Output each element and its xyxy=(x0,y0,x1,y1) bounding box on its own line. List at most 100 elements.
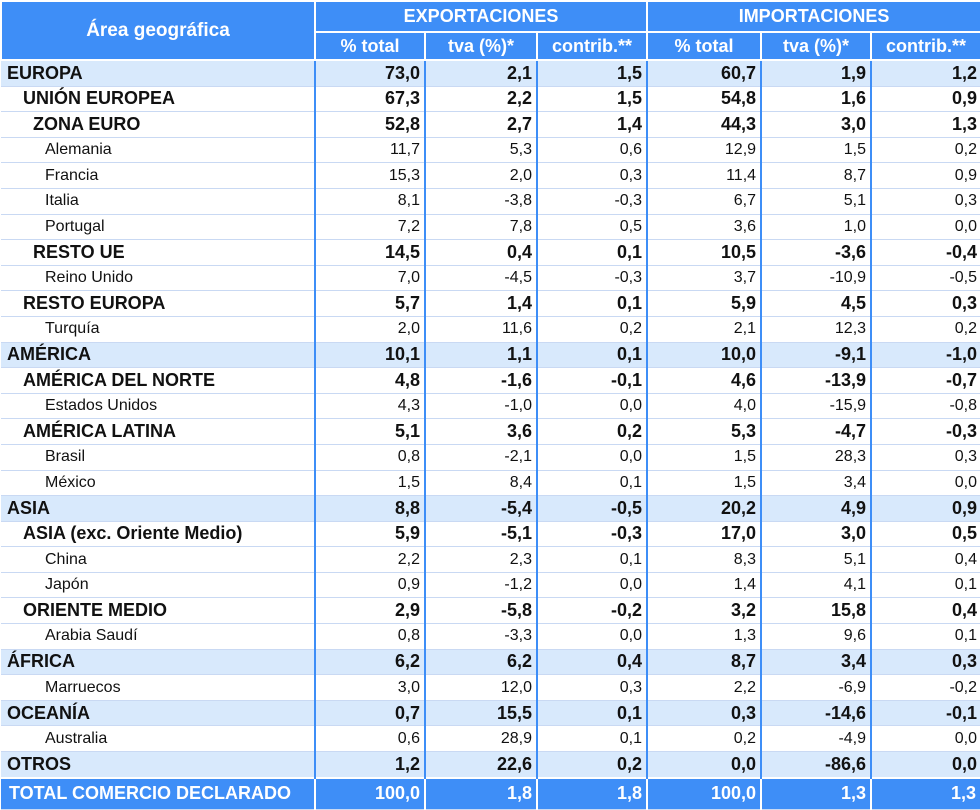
cell-exp-contrib: 0,4 xyxy=(537,648,649,676)
table-row: China 2,2 2,3 0,1 8,3 5,1 0,4 xyxy=(1,546,980,573)
total-exp-contrib: 1,8 xyxy=(537,776,649,810)
area-name: ASIA xyxy=(1,495,316,522)
cell-imp-pct: 10,0 xyxy=(647,341,763,369)
cell-imp-tva: 15,8 xyxy=(761,597,873,625)
cell-imp-tva: -4,9 xyxy=(761,725,873,753)
cell-imp-pct: 54,8 xyxy=(647,86,763,113)
cell-exp-tva: 1,4 xyxy=(425,290,538,317)
cell-exp-pct: 5,1 xyxy=(315,418,426,445)
cell-exp-pct: 52,8 xyxy=(315,111,426,138)
area-name: Alemania xyxy=(1,137,316,164)
table-row: AMÉRICA DEL NORTE 4,8 -1,6 -0,1 4,6 -13,9 -0,7 xyxy=(1,367,980,394)
cell-imp-contrib: 0,0 xyxy=(871,214,980,241)
cell-exp-tva: -5,1 xyxy=(425,521,538,548)
cell-exp-tva: -1,6 xyxy=(425,367,538,394)
col-header-imp-tva: tva (%)* xyxy=(760,31,873,61)
region-row: EUROPA 73,0 2,1 1,5 60,7 1,9 1,2 xyxy=(1,59,980,87)
cell-exp-pct: 0,9 xyxy=(315,572,426,599)
cell-exp-tva: 2,3 xyxy=(425,546,538,573)
cell-imp-contrib: 0,0 xyxy=(871,470,980,497)
cell-imp-pct: 8,3 xyxy=(647,546,763,573)
cell-imp-pct: 10,5 xyxy=(647,239,763,266)
cell-imp-contrib: 0,3 xyxy=(871,444,980,471)
cell-exp-pct: 8,1 xyxy=(315,188,426,215)
cell-exp-pct: 3,0 xyxy=(315,674,426,701)
cell-imp-tva: 3,0 xyxy=(761,521,873,548)
cell-imp-tva: -4,7 xyxy=(761,418,873,445)
cell-imp-contrib: 1,2 xyxy=(871,59,980,87)
area-name: Francia xyxy=(1,162,316,189)
table-row: ASIA (exc. Oriente Medio) 5,9 -5,1 -0,3 17,0… xyxy=(1,521,980,548)
area-name: ZONA EURO xyxy=(1,111,316,138)
cell-imp-pct: 5,3 xyxy=(647,418,763,445)
cell-exp-tva: -1,0 xyxy=(425,393,538,420)
cell-exp-tva: 1,1 xyxy=(425,341,538,369)
table-row: UNIÓN EUROPEA 67,3 2,2 1,5 54,8 1,6 0,9 xyxy=(1,86,980,113)
cell-exp-tva: 15,5 xyxy=(425,699,538,727)
cell-exp-tva: 5,3 xyxy=(425,137,538,164)
cell-exp-contrib: -0,5 xyxy=(537,495,649,522)
cell-exp-contrib: -0,3 xyxy=(537,265,649,292)
cell-exp-contrib: 0,3 xyxy=(537,162,649,189)
cell-exp-tva: -3,3 xyxy=(425,623,538,650)
table-row: ORIENTE MEDIO 2,9 -5,8 -0,2 3,2 15,8 0,4 xyxy=(1,597,980,625)
cell-exp-tva: 2,0 xyxy=(425,162,538,189)
cell-imp-tva: 4,9 xyxy=(761,495,873,522)
cell-exp-pct: 67,3 xyxy=(315,86,426,113)
area-name: RESTO EUROPA xyxy=(1,290,316,317)
cell-exp-contrib: 0,1 xyxy=(537,699,649,727)
cell-imp-contrib: -0,7 xyxy=(871,367,980,394)
area-header: Área geográfica xyxy=(0,0,316,61)
total-imp-pct: 100,0 xyxy=(647,776,763,810)
cell-imp-contrib: -0,1 xyxy=(871,699,980,727)
exports-header: EXPORTACIONES xyxy=(313,0,649,33)
cell-exp-tva: 6,2 xyxy=(425,648,538,676)
cell-exp-pct: 14,5 xyxy=(315,239,426,266)
table-row: Japón 0,9 -1,2 0,0 1,4 4,1 0,1 xyxy=(1,572,980,599)
cell-exp-tva: 2,1 xyxy=(425,59,538,87)
cell-exp-pct: 0,8 xyxy=(315,444,426,471)
cell-exp-contrib: 0,5 xyxy=(537,214,649,241)
cell-imp-tva: 3,4 xyxy=(761,470,873,497)
cell-imp-pct: 0,0 xyxy=(647,751,763,779)
table-row: RESTO EUROPA 5,7 1,4 0,1 5,9 4,5 0,3 xyxy=(1,290,980,317)
cell-exp-tva: -4,5 xyxy=(425,265,538,292)
area-name: Italia xyxy=(1,188,316,215)
cell-imp-contrib: 0,1 xyxy=(871,572,980,599)
total-imp-contrib: 1,3 xyxy=(871,776,980,810)
cell-exp-tva: 2,7 xyxy=(425,111,538,138)
cell-imp-pct: 6,7 xyxy=(647,188,763,215)
cell-exp-pct: 73,0 xyxy=(315,59,426,87)
cell-exp-pct: 1,5 xyxy=(315,470,426,497)
cell-exp-contrib: 0,1 xyxy=(537,470,649,497)
cell-imp-contrib: 0,4 xyxy=(871,597,980,625)
area-name: EUROPA xyxy=(1,59,316,87)
cell-exp-tva: 3,6 xyxy=(425,418,538,445)
table-row: México 1,5 8,4 0,1 1,5 3,4 0,0 xyxy=(1,470,980,497)
cell-exp-pct: 11,7 xyxy=(315,137,426,164)
cell-exp-contrib: 0,6 xyxy=(537,137,649,164)
table-row: Alemania 11,7 5,3 0,6 12,9 1,5 0,2 xyxy=(1,137,980,164)
cell-imp-tva: 5,1 xyxy=(761,546,873,573)
cell-imp-tva: -9,1 xyxy=(761,341,873,369)
area-name: ASIA (exc. Oriente Medio) xyxy=(1,521,316,548)
table-row: Arabia Saudí 0,8 -3,3 0,0 1,3 9,6 0,1 xyxy=(1,623,980,650)
cell-imp-contrib: -0,5 xyxy=(871,265,980,292)
cell-exp-contrib: 1,5 xyxy=(537,86,649,113)
cell-imp-pct: 20,2 xyxy=(647,495,763,522)
cell-exp-pct: 7,0 xyxy=(315,265,426,292)
cell-exp-contrib: -0,3 xyxy=(537,521,649,548)
cell-exp-contrib: 1,4 xyxy=(537,111,649,138)
cell-imp-contrib: 0,1 xyxy=(871,623,980,650)
table-row: Turquía 2,0 11,6 0,2 2,1 12,3 0,2 xyxy=(1,316,980,343)
cell-exp-tva: 0,4 xyxy=(425,239,538,266)
cell-imp-tva: 9,6 xyxy=(761,623,873,650)
cell-exp-pct: 5,9 xyxy=(315,521,426,548)
total-exp-tva: 1,8 xyxy=(425,776,538,810)
table-row: Brasil 0,8 -2,1 0,0 1,5 28,3 0,3 xyxy=(1,444,980,471)
cell-imp-contrib: 0,9 xyxy=(871,86,980,113)
cell-imp-pct: 1,5 xyxy=(647,444,763,471)
col-header-exp-tva: tva (%)* xyxy=(424,31,538,61)
col-header-imp-pct: % total xyxy=(646,31,763,61)
cell-imp-tva: 1,6 xyxy=(761,86,873,113)
